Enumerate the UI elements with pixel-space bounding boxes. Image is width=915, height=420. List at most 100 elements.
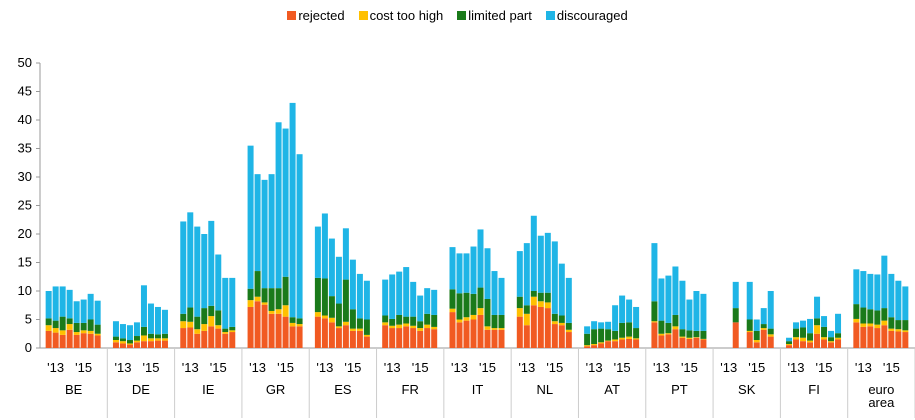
bar-segment: [201, 234, 208, 309]
bar-segment: [382, 322, 389, 326]
bar-segment: [463, 292, 470, 318]
x-tick-label: '15: [142, 360, 159, 375]
bar-segment: [895, 331, 902, 348]
bar-segment: [598, 328, 605, 343]
group-label: GR: [265, 382, 286, 397]
bar-segment: [87, 293, 94, 320]
bar-segment: [87, 330, 94, 334]
bar-segment: [222, 332, 229, 334]
bar-segment: [328, 238, 335, 297]
bar-segment: [867, 273, 874, 310]
bar-segment: [658, 320, 665, 334]
bar-segment: [382, 279, 389, 316]
bar-segment: [254, 301, 261, 348]
bar-segment: [215, 310, 222, 326]
bar-segment: [94, 300, 101, 325]
bar-segment: [403, 323, 410, 327]
x-tick-label: '13: [384, 360, 401, 375]
bar-segment: [477, 308, 484, 315]
bar-segment: [746, 332, 753, 348]
bar-segment: [523, 305, 530, 314]
bar-segment: [314, 312, 321, 317]
bar-segment: [80, 330, 87, 334]
bar-segment: [753, 330, 760, 341]
group-label: BE: [64, 382, 83, 397]
bar-segment: [544, 308, 551, 348]
bar-segment: [140, 341, 147, 348]
bar-segment: [140, 285, 147, 327]
bar-segment: [530, 296, 537, 306]
bar-segment: [382, 315, 389, 323]
bar-segment: [814, 333, 821, 348]
bar-segment: [902, 320, 909, 331]
bar-segment: [665, 322, 672, 334]
bar-segment: [52, 320, 59, 329]
bar-segment: [208, 326, 215, 348]
bar-segment: [52, 286, 59, 321]
bar-segment: [679, 336, 686, 338]
bar-segment: [126, 344, 133, 348]
x-tick-label: '15: [681, 360, 698, 375]
bar-segment: [187, 321, 194, 328]
bar-segment: [516, 316, 523, 348]
bar-segment: [558, 263, 565, 316]
bar-segment: [45, 325, 52, 331]
bar-segment: [119, 343, 126, 348]
bar-segment: [530, 305, 537, 348]
bar-segment: [686, 337, 693, 339]
bar-segment: [835, 313, 842, 334]
bar-segment: [895, 280, 902, 321]
bar-segment: [268, 310, 275, 314]
bar-segment: [80, 322, 87, 331]
bar-segment: [112, 321, 119, 337]
x-tick-label: '13: [316, 360, 333, 375]
bar-segment: [860, 323, 867, 327]
bar-segment: [867, 309, 874, 324]
bar-segment: [544, 292, 551, 303]
x-tick-label: '15: [75, 360, 92, 375]
bar-segment: [828, 342, 835, 348]
bar-segment: [282, 305, 289, 317]
legend-swatch: [457, 11, 467, 20]
bar-segment: [321, 213, 328, 279]
bar-segment: [565, 329, 572, 333]
bar-segment: [523, 313, 530, 326]
group-label: IE: [202, 382, 215, 397]
bar-segment: [349, 309, 356, 329]
legend-label: cost too high: [369, 8, 444, 23]
bar-segment: [59, 334, 66, 348]
bar-segment: [133, 340, 140, 343]
bar-segment: [672, 329, 679, 348]
bar-segment: [693, 337, 700, 338]
bar-segment: [321, 278, 328, 316]
x-tick-label: '13: [720, 360, 737, 375]
bar-segment: [821, 337, 828, 340]
bar-segment: [626, 336, 633, 339]
bar-segment: [449, 312, 456, 348]
bar-segment: [321, 315, 328, 319]
bar-segment: [665, 275, 672, 323]
bar-segment: [282, 276, 289, 306]
bar-segment: [881, 255, 888, 309]
bar-segment: [180, 221, 187, 314]
bar-segment: [449, 308, 456, 313]
bar-segment: [403, 316, 410, 324]
bar-segment: [389, 318, 396, 326]
bar-segment: [66, 324, 73, 330]
y-tick-label: 35: [18, 141, 32, 156]
bar-segment: [335, 303, 342, 327]
bar-segment: [537, 301, 544, 307]
bar-segment: [161, 340, 168, 348]
bar-segment: [612, 305, 619, 331]
bar-segment: [498, 328, 505, 330]
bar-segment: [94, 324, 101, 334]
bar-segment: [431, 314, 438, 327]
bar-segment: [753, 319, 760, 331]
bar-segment: [558, 322, 565, 326]
bar-segment: [161, 309, 168, 334]
bar-segment: [746, 330, 753, 333]
bar-segment: [417, 328, 424, 331]
bar-segment: [700, 339, 707, 348]
bar-segment: [161, 333, 168, 339]
bar-segment: [814, 318, 821, 326]
